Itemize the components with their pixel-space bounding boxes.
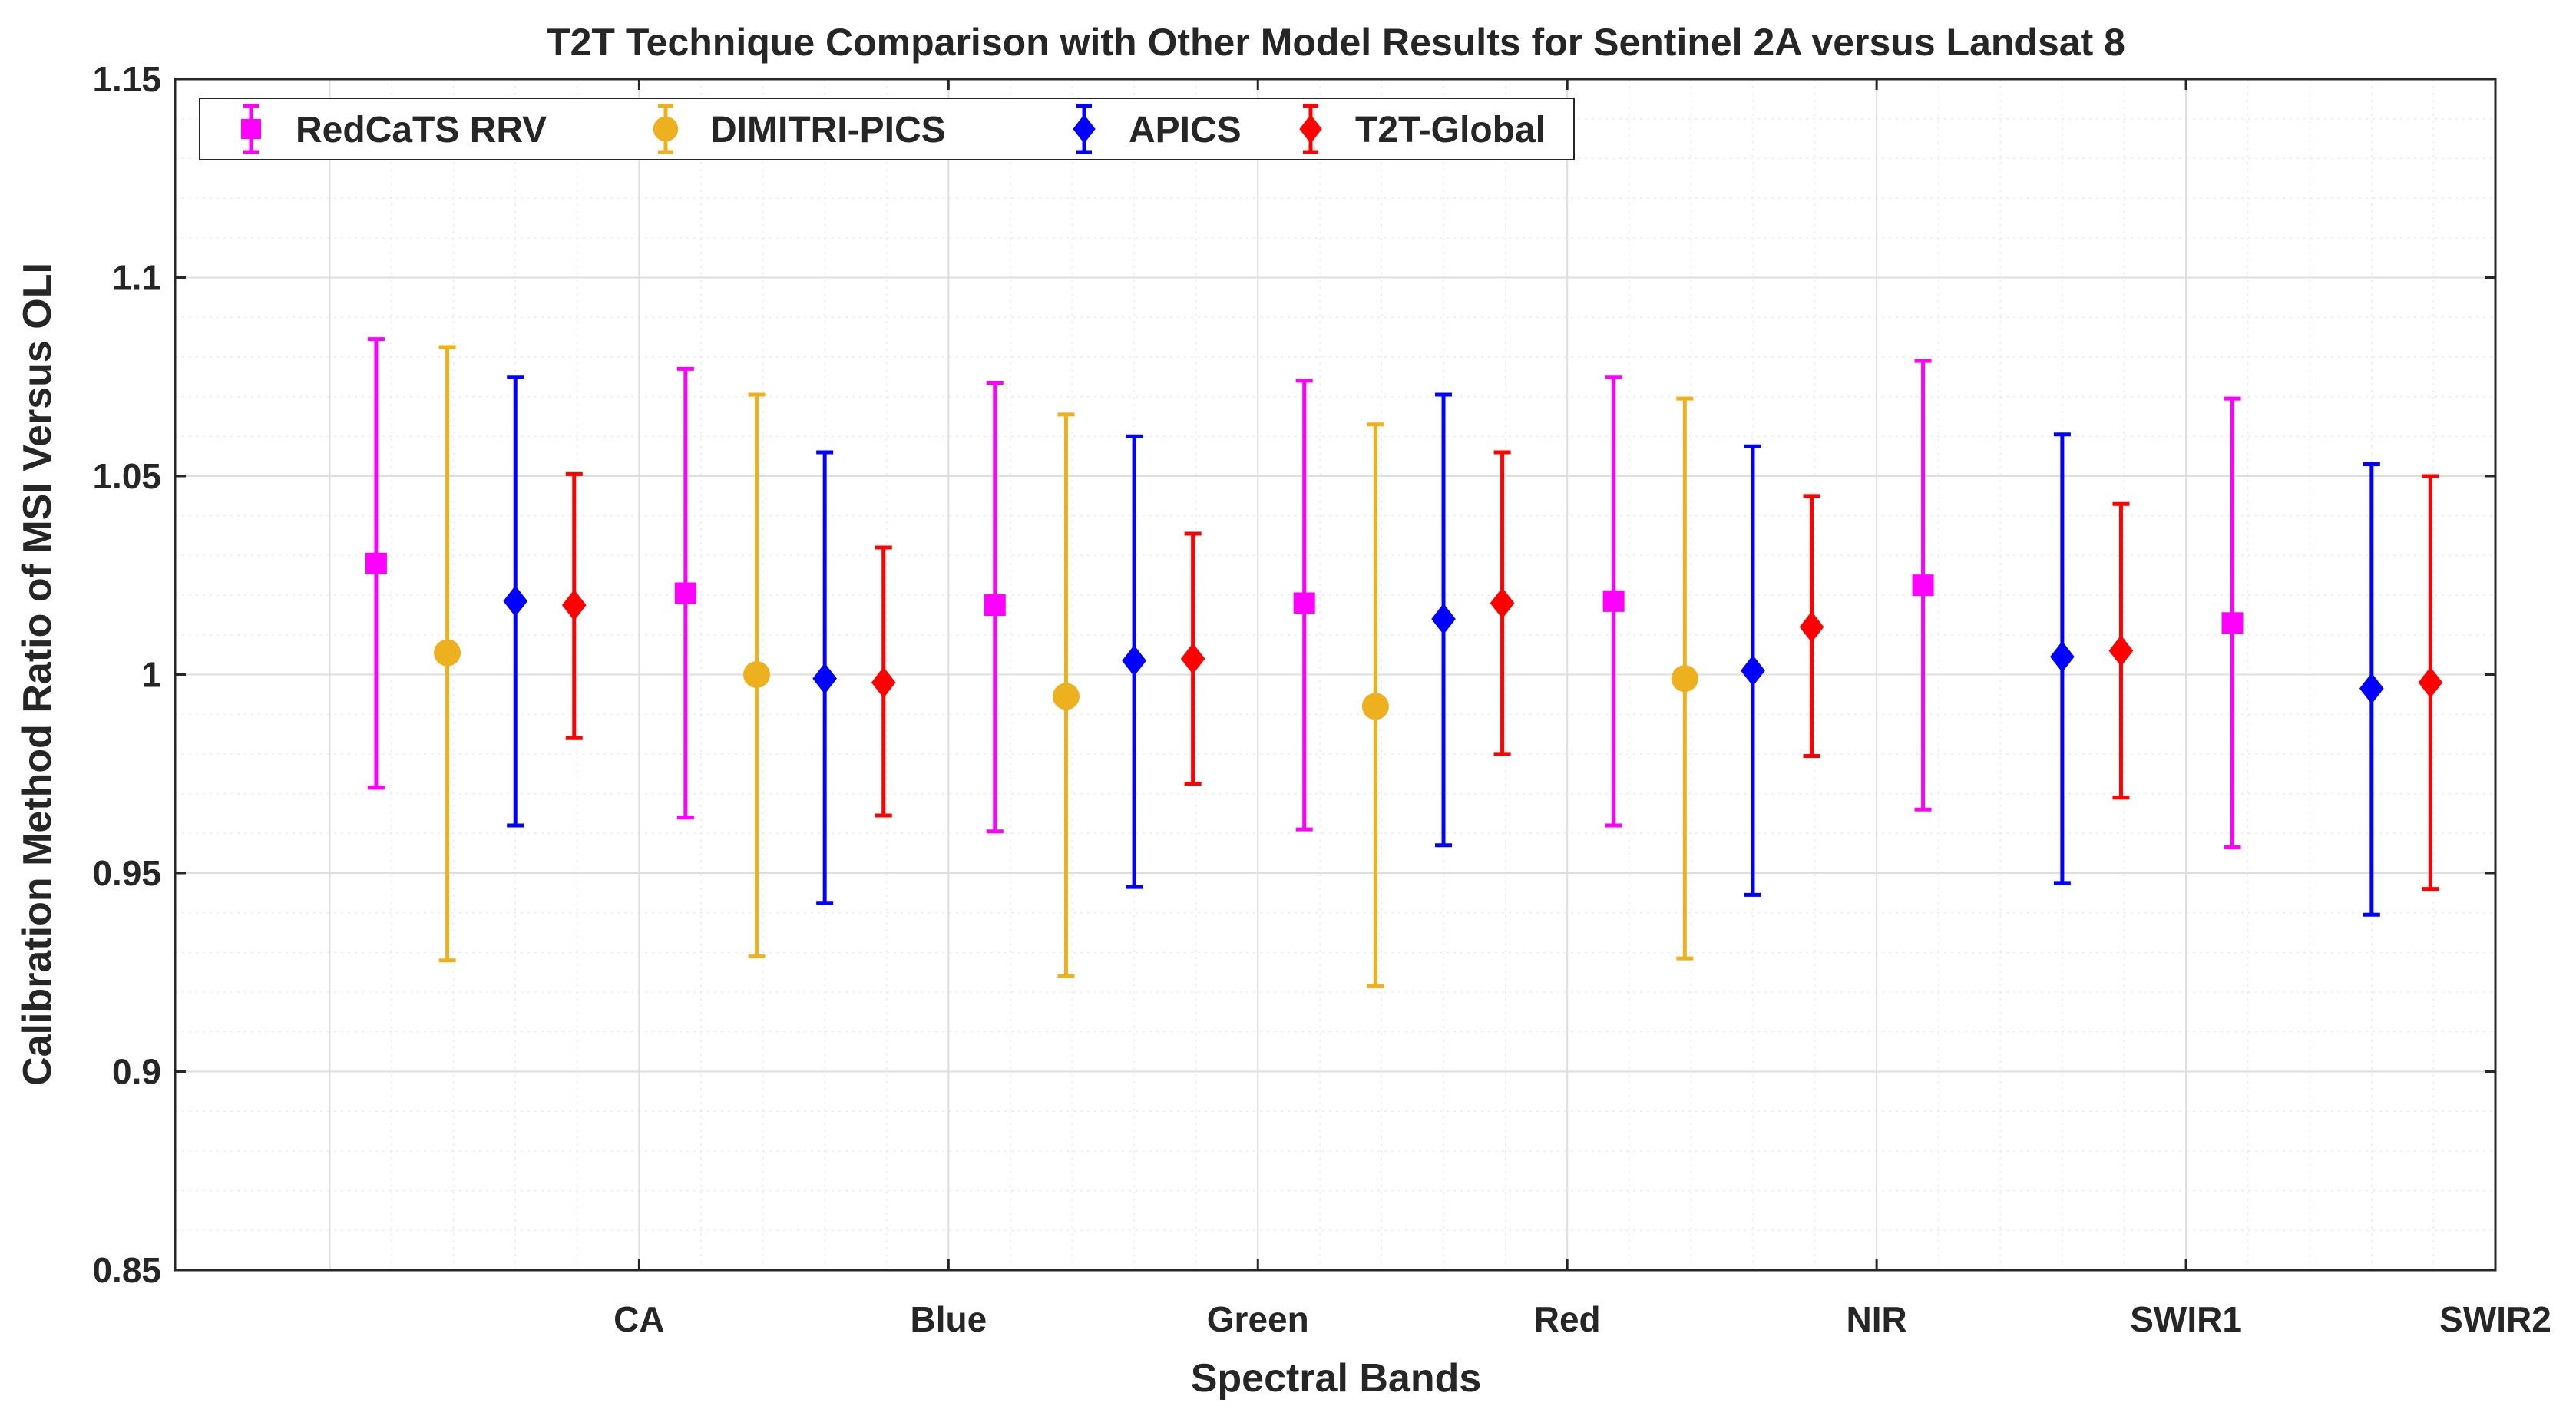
data-point	[1912, 574, 1934, 597]
legend-label: DIMITRI-PICS	[710, 110, 946, 151]
legend-entry: DIMITRI-PICS	[653, 104, 946, 154]
y-tick-label: 1.1	[112, 258, 161, 298]
data-point	[1671, 665, 1698, 693]
data-point	[1741, 655, 1765, 686]
legend-label: APICS	[1129, 110, 1242, 151]
data-point	[2418, 667, 2443, 699]
data-point	[1799, 611, 1824, 643]
y-tick-label: 1.05	[92, 456, 161, 496]
series-layer	[365, 337, 2443, 988]
data-point	[984, 594, 1006, 617]
data-point	[674, 582, 696, 604]
legend: RedCaTS RRV DIMITRI-PICS APICS T2T-Global	[199, 98, 1575, 160]
y-tick-label: 0.95	[92, 853, 161, 893]
legend-label: RedCaTS RRV	[296, 110, 547, 151]
legend-entry: T2T-Global	[1299, 104, 1546, 154]
legend-marker	[1073, 114, 1096, 144]
legend-marker	[1299, 114, 1322, 144]
data-point	[743, 661, 771, 688]
data-point	[1361, 693, 1389, 720]
data-point	[2108, 635, 2134, 667]
legend-box	[199, 98, 1575, 160]
data-point	[1431, 603, 1456, 635]
series-t2t-global	[561, 450, 2443, 892]
y-axis: 0.85 0.9 0.95 1 1.05 1.1 1.15	[92, 59, 2495, 1290]
x-tick-label: Red	[1534, 1299, 1601, 1339]
y-tick-label: 1	[141, 655, 161, 695]
data-point	[1490, 587, 1515, 619]
series-dimitri-pics	[434, 345, 1698, 988]
data-point	[2221, 612, 2244, 634]
data-point	[503, 585, 528, 617]
data-point	[434, 639, 461, 667]
legend-entry: APICS	[1073, 104, 1242, 154]
legend-entries: RedCaTS RRV DIMITRI-PICS APICS T2T-Global	[241, 104, 1546, 154]
x-axis-label: Spectral Bands	[1191, 1356, 1482, 1401]
chart-title: T2T Technique Comparison with Other Mode…	[547, 21, 2125, 64]
legend-label: T2T-Global	[1355, 110, 1546, 151]
y-tick-label: 0.85	[92, 1250, 161, 1290]
x-tick-label: CA	[613, 1299, 664, 1339]
y-tick-label: 1.15	[92, 59, 161, 99]
data-point	[2359, 673, 2384, 704]
data-point	[1052, 683, 1080, 710]
legend-entry: RedCaTS RRV	[241, 104, 547, 154]
x-tick-label: SWIR1	[2130, 1299, 2242, 1339]
data-point	[1293, 592, 1315, 614]
y-tick-label: 0.9	[112, 1052, 161, 1092]
x-axis: CA Blue Green Red NIR SWIR1 SWIR2	[613, 79, 2551, 1339]
x-tick-label: Green	[1207, 1299, 1309, 1339]
series-apics	[503, 375, 2384, 917]
data-point	[871, 667, 896, 699]
x-tick-label: Blue	[910, 1299, 987, 1339]
data-point	[2050, 640, 2075, 673]
y-axis-label: Calibration Method Ratio of MSI Versus O…	[15, 263, 60, 1086]
data-point	[1602, 590, 1625, 612]
legend-marker	[241, 119, 261, 139]
series-redcats-rrv	[365, 337, 2244, 849]
x-tick-label: NIR	[1847, 1299, 1907, 1339]
x-tick-label: SWIR2	[2439, 1299, 2551, 1339]
data-point	[812, 663, 837, 694]
data-point	[561, 589, 587, 621]
legend-marker	[653, 116, 679, 142]
data-point	[365, 552, 387, 574]
data-point	[1122, 645, 1146, 677]
data-point	[1180, 643, 1205, 675]
